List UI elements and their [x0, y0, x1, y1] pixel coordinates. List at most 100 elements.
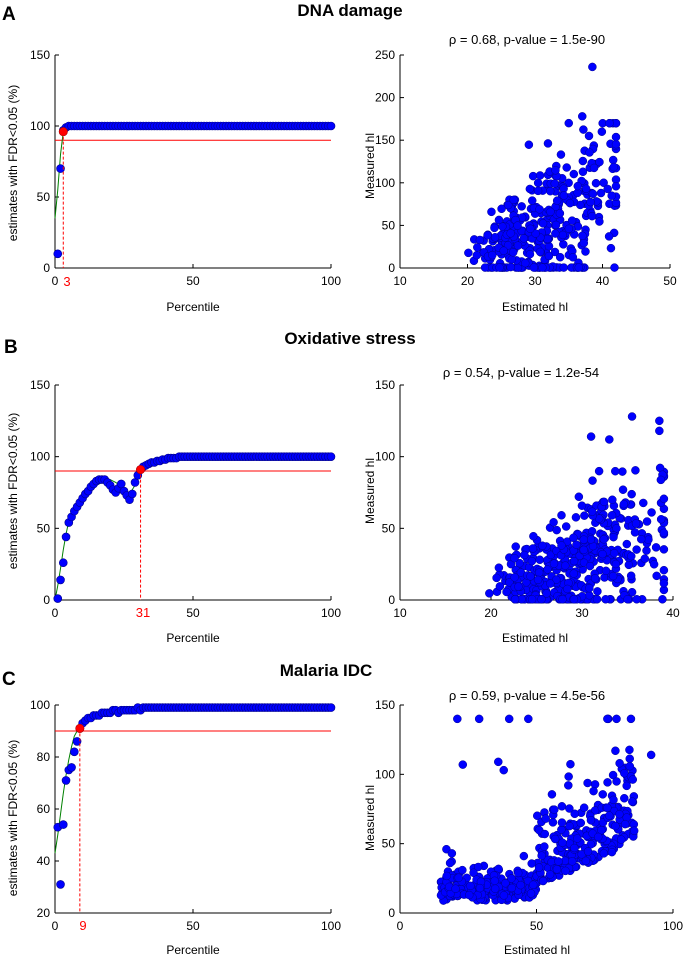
data-point [516, 880, 525, 890]
y-tick-label: 50 [382, 837, 396, 851]
data-point [510, 573, 519, 582]
data-point [488, 250, 497, 260]
data-point [611, 139, 621, 149]
data-point [584, 131, 594, 141]
data-point [537, 595, 546, 604]
data-point [598, 549, 607, 559]
data-point [611, 182, 621, 191]
data-point [533, 178, 543, 188]
data-point [615, 759, 624, 768]
data-point [578, 156, 588, 166]
data-point [515, 558, 524, 568]
data-point [58, 558, 68, 568]
data-point [510, 553, 519, 563]
data-point [53, 594, 63, 603]
x-tick-label: 0 [397, 919, 404, 933]
data-point [618, 485, 628, 494]
data-point [550, 179, 560, 188]
y-tick-label: 150 [375, 698, 395, 712]
data-point [588, 189, 598, 199]
data-point [593, 832, 603, 842]
data-point [510, 595, 520, 604]
data-point [569, 533, 578, 543]
scatter-stats-b: ρ = 0.54, p-value = 1.2e-54 [443, 365, 599, 380]
data-point [507, 883, 517, 893]
y-tick-label: 50 [37, 521, 51, 535]
data-point [578, 231, 587, 241]
data-point [535, 555, 545, 565]
data-point [610, 263, 619, 272]
left-xlabel-b: Percentile [166, 631, 220, 645]
data-point [502, 587, 511, 597]
right-ylabel-c: Measured hl [363, 785, 377, 851]
data-point [578, 167, 588, 177]
data-point [594, 466, 604, 476]
data-point [627, 489, 636, 499]
data-point [578, 112, 587, 121]
data-point [532, 811, 542, 820]
right-xlabel-b: Estimated hl [502, 631, 568, 645]
data-point [529, 263, 539, 272]
data-point [447, 849, 457, 858]
data-point [601, 595, 610, 604]
data-point [565, 804, 574, 813]
x-tick-label: 50 [186, 919, 200, 933]
data-point [656, 475, 666, 485]
x-tick-label: 30 [528, 274, 542, 288]
data-point [464, 248, 473, 258]
data-point [528, 544, 538, 553]
data-point [508, 248, 518, 257]
data-point [558, 595, 567, 604]
data-point [579, 125, 588, 134]
data-point [497, 204, 506, 214]
data-point [557, 541, 566, 550]
data-point [474, 714, 484, 724]
x-tick-label: 50 [186, 606, 200, 620]
data-point [658, 595, 667, 604]
data-point [608, 495, 617, 505]
data-point [629, 826, 639, 835]
cutoff-point [75, 723, 85, 733]
data-point [611, 132, 621, 142]
data-point [585, 583, 594, 593]
data-point [548, 818, 558, 827]
data-point [527, 595, 537, 604]
data-point [524, 714, 533, 724]
data-point [604, 811, 614, 820]
data-point [586, 197, 595, 207]
data-point [551, 229, 560, 238]
data-point [542, 589, 551, 598]
data-point [608, 571, 618, 581]
data-point [583, 847, 593, 856]
data-point [659, 528, 669, 538]
y-tick-label: 100 [375, 450, 395, 464]
y-tick-label: 100 [30, 119, 50, 133]
y-tick-label: 60 [37, 802, 51, 816]
panel-title-a: DNA damage [297, 1, 402, 20]
data-point [564, 224, 574, 234]
data-point [618, 467, 627, 476]
data-point [495, 263, 504, 272]
data-point [543, 565, 552, 574]
data-point [598, 790, 607, 799]
y-tick-label: 0 [388, 906, 395, 920]
data-point [531, 229, 540, 238]
fit-curve [54, 707, 331, 854]
data-point [573, 834, 582, 843]
data-point [625, 761, 635, 771]
data-point [586, 432, 596, 441]
data-point [485, 589, 494, 598]
data-point [520, 550, 529, 560]
data-point [573, 181, 583, 191]
data-point [632, 545, 641, 554]
data-point [611, 466, 620, 476]
y-tick-label: 50 [382, 521, 396, 535]
data-point [581, 247, 590, 256]
data-point [611, 559, 621, 569]
data-point [551, 220, 561, 230]
left-ylabel-b: estimates with FDR<0.05 (%) [6, 413, 20, 569]
data-point [513, 221, 522, 230]
data-point [546, 207, 555, 217]
data-point [585, 561, 595, 571]
